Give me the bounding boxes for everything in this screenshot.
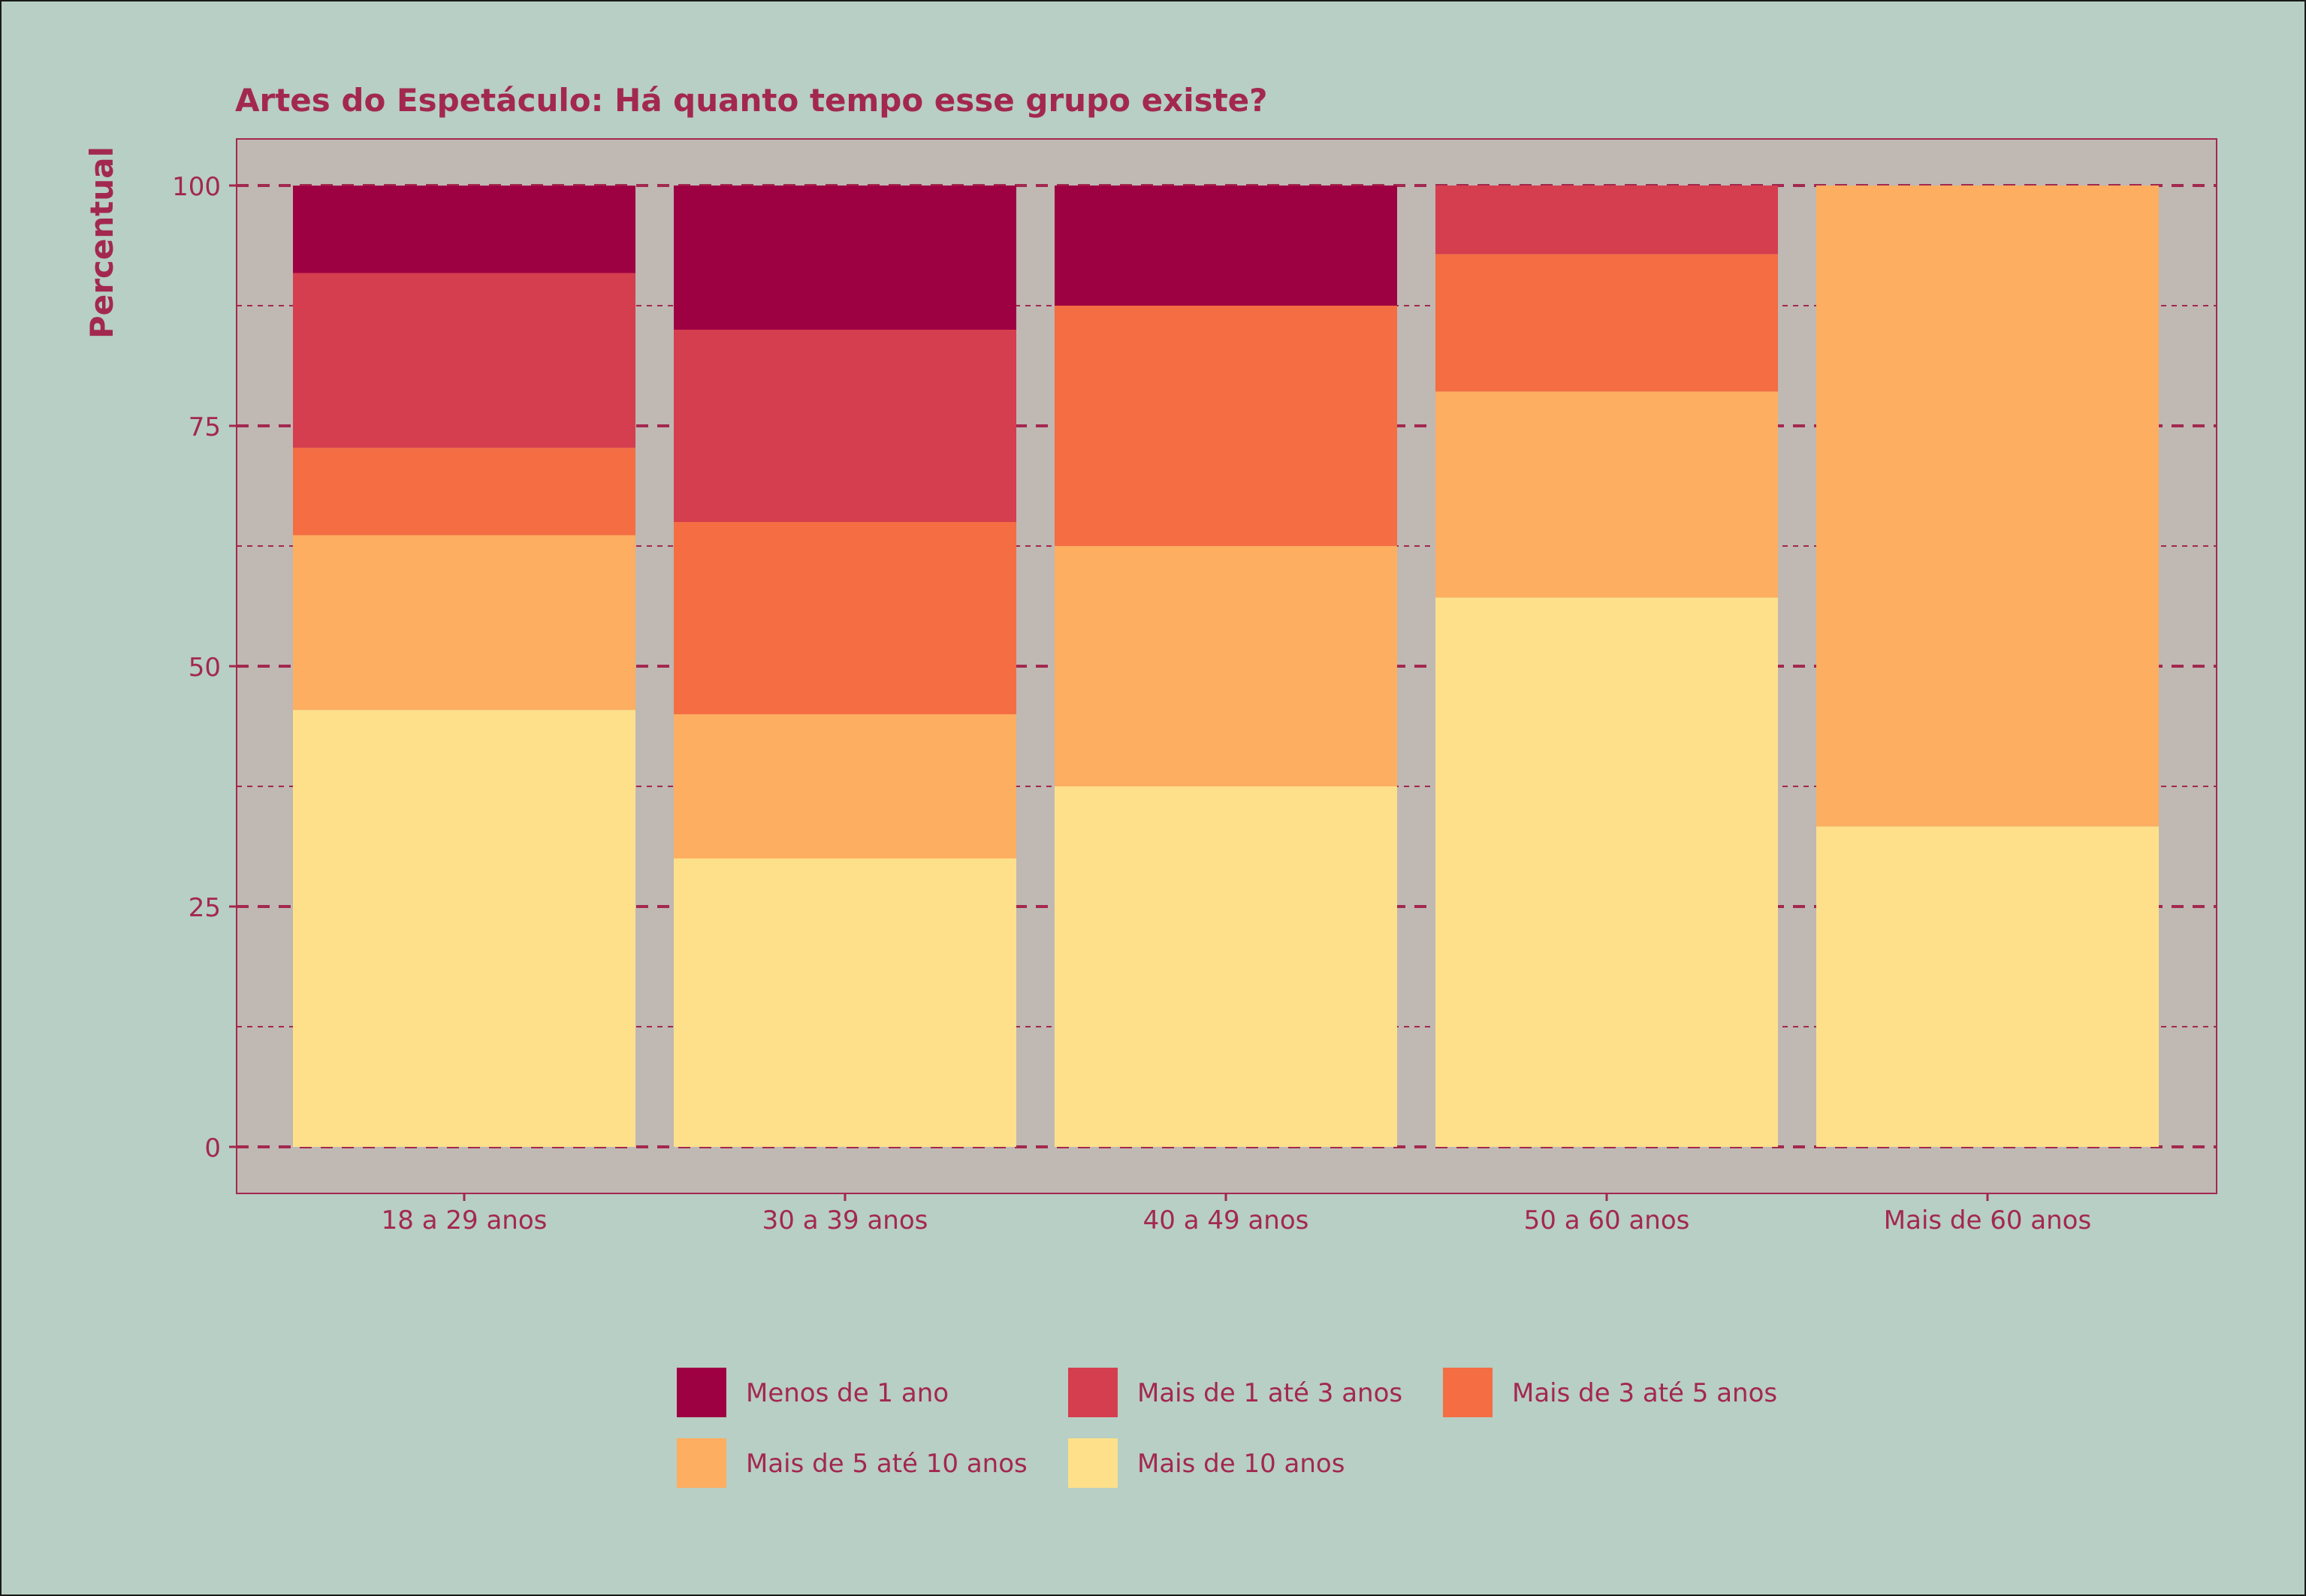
bar-segment xyxy=(674,186,1016,330)
bar-segment xyxy=(1055,306,1397,546)
bar-segment xyxy=(1055,186,1397,306)
legend-key xyxy=(677,1438,726,1488)
bar-segment xyxy=(1435,254,1778,392)
y-tick-label: 0 xyxy=(204,1133,221,1163)
legend-label: Mais de 3 até 5 anos xyxy=(1512,1378,1777,1408)
legend-label: Mais de 1 até 3 anos xyxy=(1137,1378,1402,1408)
bar-segment xyxy=(293,710,635,1147)
bar-segment xyxy=(1055,546,1397,786)
legend-key xyxy=(1068,1438,1118,1488)
chart-title: Artes do Espetáculo: Há quanto tempo ess… xyxy=(235,82,1268,119)
legend-key xyxy=(677,1368,726,1417)
bar-segment xyxy=(293,186,635,273)
bar-segment xyxy=(293,535,635,711)
bar-segment xyxy=(674,714,1016,858)
y-tick-label: 25 xyxy=(189,893,221,923)
bar-segment xyxy=(674,522,1016,714)
x-tick-label: 30 a 39 anos xyxy=(762,1205,928,1235)
y-axis-label: Percentual xyxy=(83,146,120,339)
legend-key xyxy=(1068,1368,1118,1417)
y-tick-label: 100 xyxy=(172,172,221,202)
legend-label: Menos de 1 ano xyxy=(746,1378,949,1408)
bar-segment xyxy=(1816,826,2159,1147)
legend-label: Mais de 5 até 10 anos xyxy=(746,1449,1028,1479)
bar-segment xyxy=(1435,597,1778,1147)
legend: Menos de 1 ano Mais de 1 até 3 anos Mais d… xyxy=(677,1368,1777,1488)
x-tick-label: 18 a 29 anos xyxy=(382,1205,548,1235)
bar-segment xyxy=(1435,391,1778,598)
bar-segment xyxy=(293,448,635,536)
bar-segment xyxy=(674,330,1016,522)
bar-segment xyxy=(674,858,1016,1147)
bars xyxy=(293,186,2159,1147)
legend-label: Mais de 10 anos xyxy=(1137,1449,1345,1479)
bar-segment xyxy=(1435,186,1778,255)
x-axis-ticks: 18 a 29 anos 30 a 39 anos 40 a 49 anos 50 a… xyxy=(382,1193,2091,1235)
x-tick-label: 40 a 49 anos xyxy=(1143,1205,1309,1235)
bar-segment xyxy=(293,273,635,448)
bar-segment xyxy=(1055,786,1397,1147)
y-axis-ticks: 0 25 50 75 100 xyxy=(172,172,237,1163)
x-tick-label: 50 a 60 anos xyxy=(1524,1205,1690,1235)
legend-key xyxy=(1443,1368,1493,1417)
y-tick-label: 50 xyxy=(189,653,221,683)
bar-segment xyxy=(1816,186,2159,827)
y-tick-label: 75 xyxy=(189,412,221,442)
x-tick-label: Mais de 60 anos xyxy=(1884,1205,2091,1235)
